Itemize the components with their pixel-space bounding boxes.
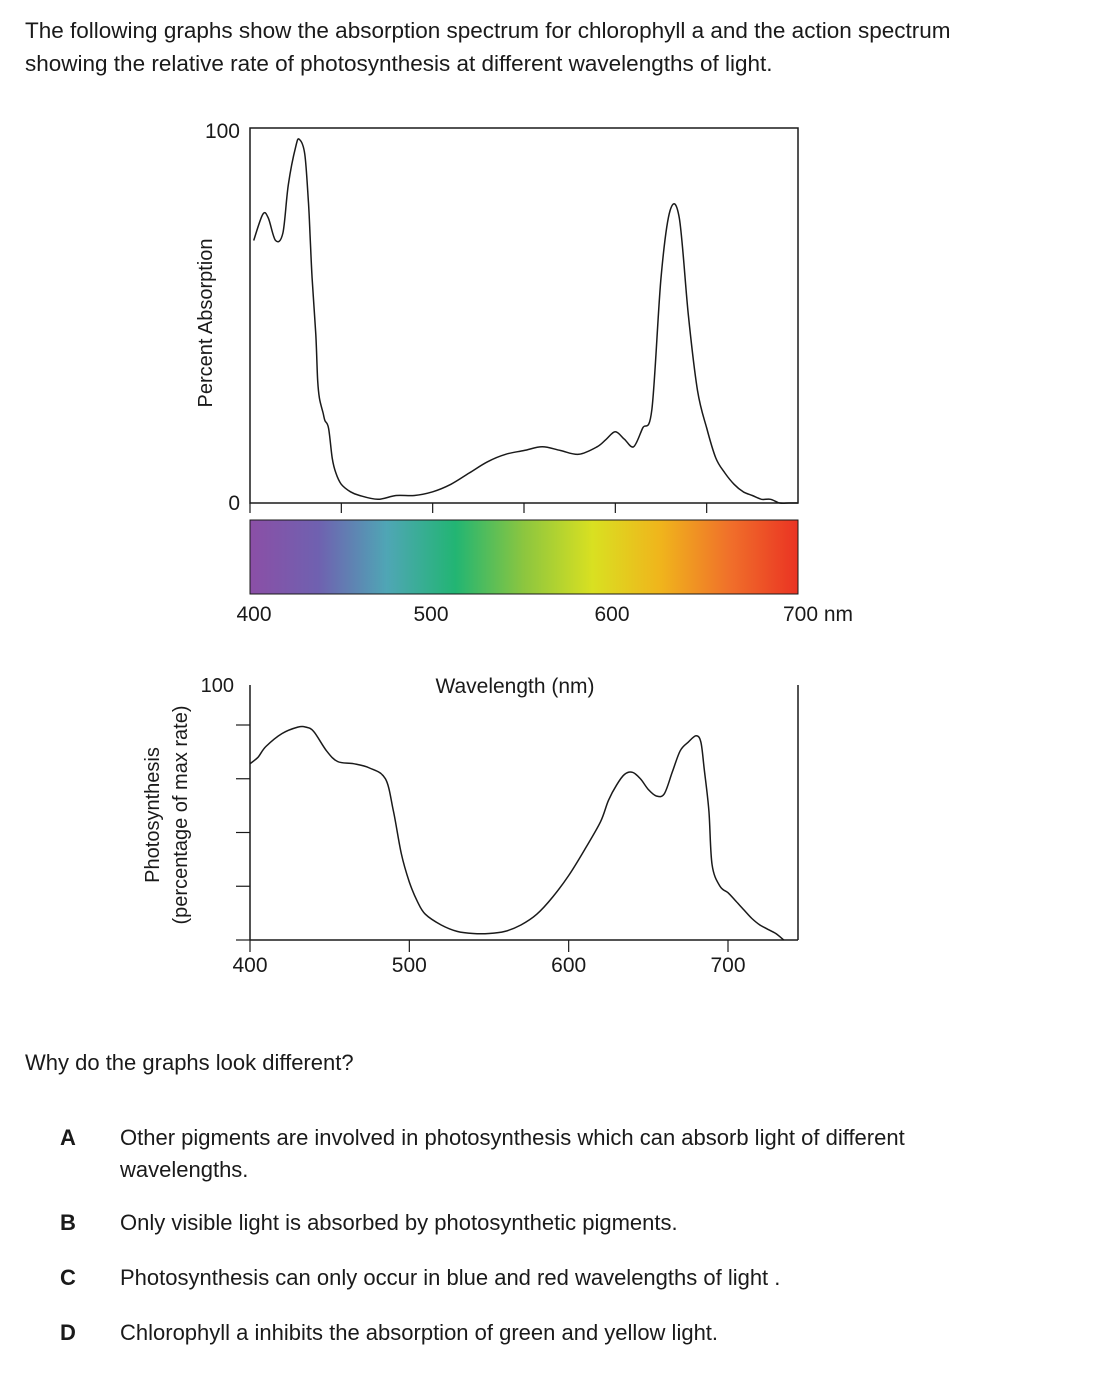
y-tick-label-100: 100	[201, 675, 234, 697]
option-text: Photosynthesis can only occur in blue an…	[120, 1265, 781, 1290]
absorption-plot-frame	[249, 127, 799, 504]
action-curve	[249, 725, 785, 941]
y-axis-label-line2: (percentage of max rate)	[170, 706, 192, 925]
y-tick-label-100: 100	[205, 120, 240, 143]
option-letter: A	[60, 1125, 76, 1150]
option-letter: B	[60, 1210, 76, 1235]
intro-text: The following graphs show the absorption…	[25, 18, 951, 76]
action-x-annotation: Wavelength (nm)	[435, 675, 594, 698]
option-text: Chlorophyll a inhibits the absorption of…	[120, 1320, 719, 1345]
option-text: Other pigments are involved in photosynt…	[120, 1125, 905, 1182]
visible-spectrum-bar	[249, 519, 799, 595]
x-tick-label-400: 400	[232, 954, 267, 977]
absorption-chart: 100 0 Percent Absorption 400 500 600 700…	[195, 120, 853, 626]
x-tick-label-600: 600	[551, 954, 586, 977]
option-letter: C	[60, 1265, 76, 1290]
y-axis-label-line1: Photosynthesis	[142, 747, 164, 883]
option-letter: D	[60, 1320, 76, 1345]
x-tick-label-600: 600	[594, 603, 629, 626]
absorption-curve	[252, 138, 798, 505]
x-tick-label-700: 700	[710, 954, 745, 977]
question-text: Why do the graphs look different?	[25, 1050, 354, 1075]
spectra-figure: 100 0 Percent Absorption 400 500 600 700…	[142, 120, 853, 977]
y-axis-label: Percent Absorption	[195, 239, 217, 408]
x-tick-label-700: 700 nm	[783, 603, 853, 626]
y-tick-label-0: 0	[228, 492, 240, 515]
option-text: Only visible light is absorbed by photos…	[120, 1210, 678, 1235]
x-tick-label-500: 500	[413, 603, 448, 626]
x-tick-label-400: 400	[236, 603, 271, 626]
x-tick-label-500: 500	[392, 954, 427, 977]
action-chart: Wavelength (nm) 400 500 600 700 100 Photosy…	[142, 675, 799, 977]
